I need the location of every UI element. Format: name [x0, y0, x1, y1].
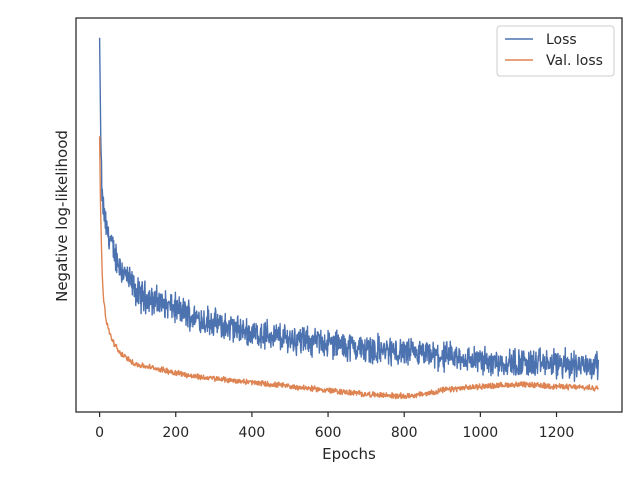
x-tick-label: 600 — [315, 425, 342, 441]
series-line-val-loss — [98, 136, 600, 400]
series-layer — [98, 37, 600, 400]
legend-label-val-loss: Val. loss — [546, 53, 603, 69]
x-tick-label: 400 — [239, 425, 266, 441]
legend: Loss Val. loss — [496, 25, 615, 77]
x-axis-ticks: 0 200 400 600 800 1000 1200 — [95, 412, 574, 441]
x-tick-label: 1200 — [539, 425, 575, 441]
series-line-loss — [98, 37, 600, 382]
x-tick-label: 1000 — [463, 425, 499, 441]
x-tick-label: 200 — [162, 425, 189, 441]
x-tick-label: 800 — [391, 425, 418, 441]
y-axis-label: Negative log-likelihood — [53, 130, 71, 302]
x-tick-label: 0 — [95, 425, 104, 441]
legend-label-loss: Loss — [546, 32, 577, 48]
x-axis-label: Epochs — [322, 445, 376, 463]
